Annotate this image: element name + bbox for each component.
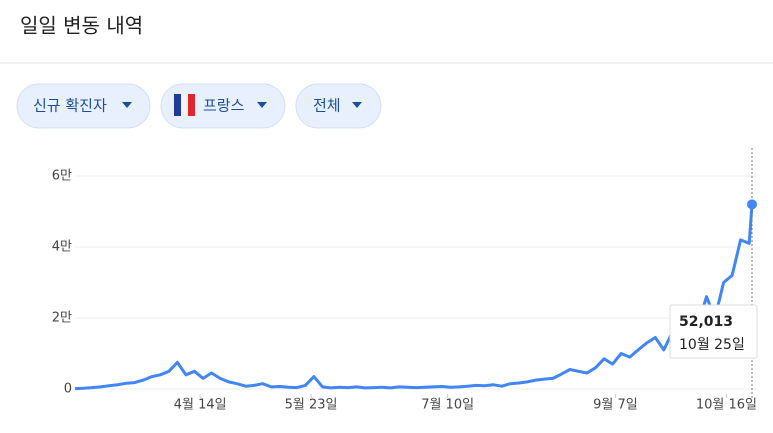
card-title: 일일 변동 내역 bbox=[20, 14, 143, 38]
flag bbox=[174, 94, 181, 116]
chip-label[interactable]: 전체 bbox=[313, 97, 341, 115]
dropdown-arrow[interactable] bbox=[257, 102, 267, 108]
filter-chip[interactable]: 신규 확진자 bbox=[16, 83, 151, 129]
dropdown-arrow[interactable] bbox=[122, 102, 132, 108]
plot: 0 2만 4만 6만 4월 14일 5월 23일 7월 10일 9월 7일 10월 16일 52,… bbox=[52, 148, 758, 413]
y-tick-label: 6만 bbox=[52, 169, 72, 184]
tooltip bbox=[669, 304, 758, 359]
x-tick-label: 10월 16일 bbox=[696, 398, 757, 413]
flag bbox=[181, 94, 188, 116]
data-line bbox=[74, 204, 754, 391]
x-tick-label: 4월 14일 bbox=[174, 398, 227, 413]
dropdown-arrow[interactable] bbox=[352, 102, 362, 108]
y-tick-label: 0 bbox=[64, 382, 72, 397]
chip-bg[interactable] bbox=[295, 83, 382, 129]
flag bbox=[188, 94, 195, 116]
chip-label[interactable]: 신규 확진자 bbox=[33, 97, 107, 115]
filter-chip[interactable]: 프랑스 bbox=[160, 83, 286, 129]
filter-chip[interactable]: 전체 bbox=[295, 83, 382, 129]
chip-bg[interactable] bbox=[16, 83, 151, 129]
x-tick-label: 9월 7일 bbox=[593, 398, 638, 413]
hover-point bbox=[747, 199, 757, 210]
x-tick-label: 5월 23일 bbox=[285, 398, 338, 413]
y-tick-label: 2만 bbox=[52, 311, 72, 326]
chip-label[interactable]: 프랑스 bbox=[203, 97, 245, 115]
x-tick-label: 7월 10일 bbox=[421, 398, 474, 413]
tooltip-date: 10월 25일 bbox=[679, 337, 745, 353]
tooltip-value: 52,013 bbox=[679, 314, 733, 330]
y-tick-label: 4만 bbox=[52, 240, 72, 255]
